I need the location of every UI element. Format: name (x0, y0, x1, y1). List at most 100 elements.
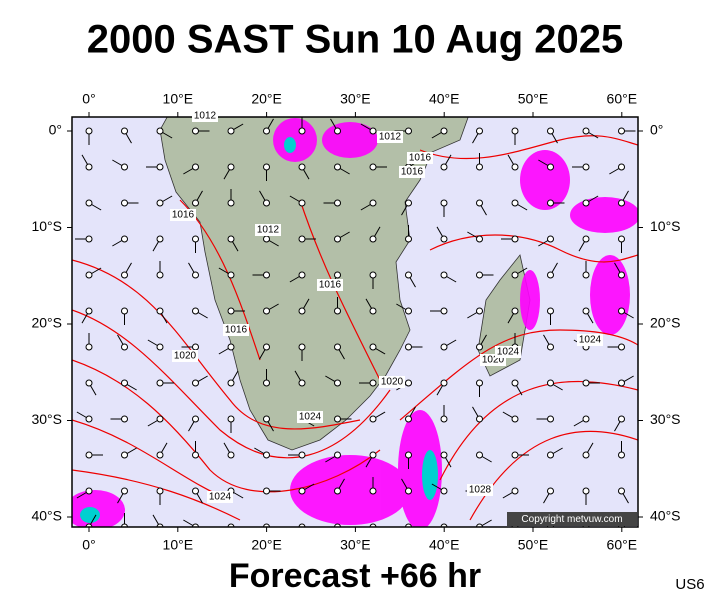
lat-label: 30°S (31, 411, 62, 427)
station (476, 127, 483, 135)
lon-label: 40°E (429, 537, 460, 553)
station (476, 343, 483, 351)
station (298, 127, 306, 135)
station (334, 127, 341, 135)
station (156, 127, 164, 135)
copyright-box (507, 512, 637, 526)
station (121, 271, 128, 279)
isobar-label-box (467, 484, 493, 496)
isobar-label: 1012 (257, 225, 280, 236)
station (227, 415, 235, 423)
lat-label: 0° (650, 122, 663, 138)
station (156, 487, 164, 495)
station (85, 235, 93, 243)
station (156, 343, 164, 351)
station (582, 127, 590, 135)
station (440, 415, 448, 423)
station (121, 307, 128, 315)
station (334, 415, 341, 423)
isobar-label: 1028 (469, 485, 492, 496)
lon-label: 10°E (163, 537, 194, 553)
station (121, 343, 128, 351)
title: 2000 SAST Sun 10 Aug 2025 (87, 18, 624, 62)
station (263, 163, 270, 171)
station (369, 163, 377, 171)
station (618, 199, 625, 207)
station (547, 127, 554, 135)
station (227, 307, 235, 315)
lon-label: 0° (82, 91, 95, 107)
station (192, 487, 199, 495)
station (547, 487, 554, 495)
station (121, 235, 128, 243)
station (547, 235, 554, 243)
station (121, 163, 128, 171)
wind-barb (408, 526, 410, 527)
station (582, 199, 590, 207)
station (440, 379, 448, 387)
station (227, 199, 235, 207)
station (440, 307, 448, 315)
station (156, 451, 164, 459)
station (192, 271, 199, 279)
station (263, 487, 270, 495)
station (156, 235, 164, 243)
station (511, 271, 519, 279)
station (298, 163, 306, 171)
station (227, 379, 235, 387)
station (476, 271, 483, 279)
station (263, 199, 270, 207)
station (263, 451, 270, 459)
station (263, 235, 270, 243)
isobar-label-box (255, 224, 281, 236)
station (298, 235, 306, 243)
station (298, 199, 306, 207)
station (547, 271, 554, 279)
isobar-label: 1024 (299, 412, 322, 423)
station (156, 163, 164, 171)
isobar-label-box (317, 279, 343, 291)
station (121, 199, 128, 207)
station (334, 343, 341, 351)
station (405, 343, 412, 351)
station (227, 451, 235, 459)
isobar-label: 1020 (482, 355, 505, 366)
station (511, 379, 519, 387)
isobar-label: 1024 (579, 335, 602, 346)
copyright: Copyright metvuw.com (521, 514, 622, 525)
station (369, 127, 377, 135)
station (121, 379, 128, 387)
station (85, 379, 93, 387)
station (263, 271, 270, 279)
station (263, 415, 270, 423)
lon-label: 40°E (429, 91, 460, 107)
station (85, 343, 93, 351)
lon-label: 30°E (340, 537, 371, 553)
station (476, 307, 483, 315)
station (121, 451, 128, 459)
station (405, 379, 412, 387)
station (511, 307, 519, 315)
wind-stations (75, 117, 636, 527)
lon-label: 50°E (518, 91, 549, 107)
station (511, 415, 519, 423)
station (334, 199, 341, 207)
station (192, 199, 199, 207)
isobar-label: 1016 (225, 325, 248, 336)
station (476, 451, 483, 459)
forecast-label: Forecast +66 hr (229, 557, 481, 595)
station (85, 163, 93, 171)
isobar-label-box (170, 209, 196, 221)
station (618, 415, 625, 423)
station (369, 271, 377, 279)
station (192, 379, 199, 387)
lon-label: 60°E (607, 537, 638, 553)
station (263, 379, 270, 387)
lat-label: 0° (49, 122, 62, 138)
station (192, 235, 199, 243)
station (476, 235, 483, 243)
isobar-label-box (297, 411, 323, 423)
station (618, 307, 625, 315)
station (405, 487, 412, 495)
